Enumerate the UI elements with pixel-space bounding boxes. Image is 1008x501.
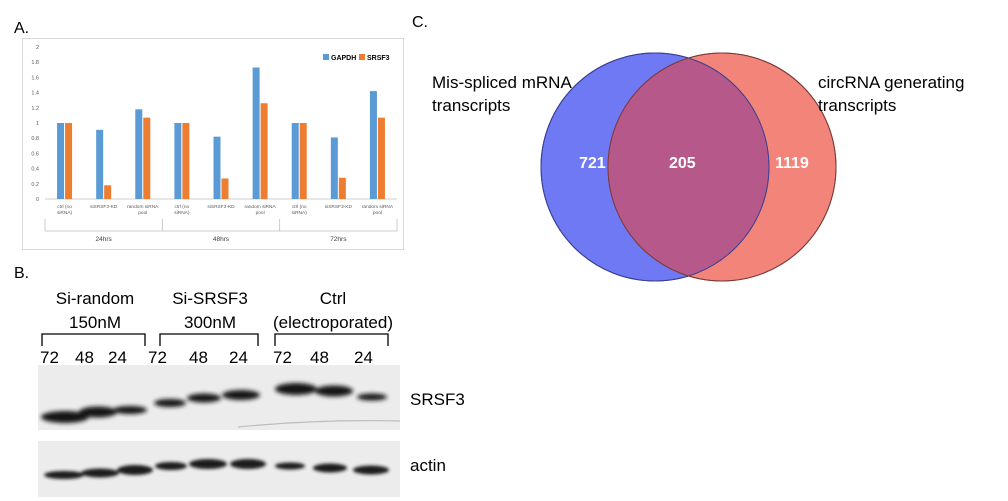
y-tick-label: 0.6 [31, 151, 39, 157]
x-tick-label: siSRSF3-KD [325, 204, 353, 210]
legend-label-srsf3: SRSF3 [367, 55, 390, 62]
label-line2: transcripts [432, 96, 511, 115]
y-tick-label: 0.8 [31, 136, 39, 142]
bar-gapdh [330, 137, 338, 199]
x-tick-label: ctrl (no siRNA) [174, 204, 190, 216]
group-line1: Si-random [55, 289, 135, 308]
venn-left-set-label: Mis-spliced mRNA transcripts [432, 72, 572, 116]
x-tick-label: siSRSF3-KD [207, 204, 235, 210]
group-label-si-random: Si-random 150nM [40, 288, 150, 333]
y-tick-label: 0.2 [31, 182, 39, 188]
group-label: 24hrs [96, 236, 113, 243]
y-tick-label: 1.2 [31, 106, 39, 112]
lane-number: 24 [354, 348, 373, 367]
bar-gapdh [252, 67, 260, 199]
group-line2: 150nM [69, 313, 121, 332]
lane-number: 48 [310, 348, 329, 367]
legend-label-gapdh: GAPDH [331, 55, 356, 62]
lane-number: 72 [273, 348, 292, 367]
y-tick-label: 1.8 [31, 60, 39, 66]
band-label-srsf3: SRSF3 [410, 390, 465, 409]
group-label-ctrl: Ctrl (electroporated) [262, 288, 404, 333]
bars [57, 67, 385, 199]
bar-srsf3 [260, 103, 268, 199]
group-line1: Ctrl [319, 289, 347, 308]
panel-a-label: A. [14, 20, 30, 37]
bar-gapdh [213, 136, 221, 199]
group-label: 72hrs [330, 236, 347, 243]
label-line1: circRNA generating [818, 73, 965, 92]
group-labels: 24hrs 48hrs 72hrs [44, 219, 398, 243]
x-tick-label: ctrl (no siRNA) [57, 204, 73, 216]
bar-gapdh [135, 109, 143, 199]
lane-number: 72 [148, 348, 167, 367]
bar-srsf3 [143, 117, 151, 199]
lane-number: 48 [75, 348, 94, 367]
group-label-si-srsf3: Si-SRSF3 300nM [155, 288, 265, 333]
y-tick-label: 1.6 [31, 75, 39, 81]
bar-gapdh [291, 123, 299, 199]
bar-srsf3 [299, 123, 307, 199]
group-line1: Si-SRSF3 [172, 289, 248, 308]
lane-number: 24 [229, 348, 248, 367]
western-blot [38, 365, 400, 497]
bar-gapdh [174, 123, 182, 199]
bar-srsf3 [182, 123, 190, 199]
y-tick-label: 2 [36, 45, 39, 51]
group-line2: 300nM [184, 313, 236, 332]
y-tick-label: 0 [36, 197, 39, 203]
bar-gapdh [57, 123, 65, 199]
bar-srsf3 [104, 185, 112, 199]
legend-swatch-gapdh [323, 54, 329, 60]
bar-gapdh [96, 129, 104, 199]
venn-left-count: 721 [579, 155, 606, 172]
lane-group-brackets [41, 333, 389, 346]
bar-gapdh [369, 91, 377, 199]
panel-a-bar-chart: 0 0.2 0.4 0.6 0.8 1 1.2 1.4 1.6 1.8 2 ctrl (no siRN… [22, 38, 404, 250]
panel-c-label: C. [412, 14, 428, 31]
y-tick-label: 1.4 [31, 91, 39, 97]
bar-srsf3 [377, 117, 385, 199]
venn-overlap-region [608, 53, 769, 281]
venn-diagram: 721 205 1119 [540, 52, 837, 282]
venn-right-count: 1119 [775, 155, 809, 172]
group-line2: (electroporated) [272, 313, 393, 332]
label-line1: Mis-spliced mRNA [432, 73, 572, 92]
lane-number: 48 [189, 348, 208, 367]
x-tick-label: random siRNA pool [362, 204, 394, 216]
legend: GAPDH SRSF3 [323, 54, 390, 62]
bar-srsf3 [338, 177, 346, 199]
group-label: 48hrs [213, 236, 230, 243]
label-line2: transcripts [818, 96, 897, 115]
bar-srsf3 [65, 123, 73, 199]
panel-b-label: B. [14, 265, 30, 282]
y-tick-label: 1 [36, 121, 39, 127]
bar-srsf3 [221, 178, 229, 199]
x-tick-label: ctrl (no siRNA) [292, 204, 308, 216]
x-tick-label: siSRSF3-KD [90, 204, 118, 210]
legend-swatch-srsf3 [359, 54, 365, 60]
venn-right-set-label: circRNA generating transcripts [818, 72, 964, 116]
lane-number: 24 [108, 348, 127, 367]
x-tick-label: random siRNA pool [127, 204, 159, 216]
x-tick-label: random siRNA pool [245, 204, 277, 216]
lane-number: 72 [40, 348, 59, 367]
x-tick-labels: ctrl (no siRNA) siSRSF3-KD random siRNA pool… [57, 204, 394, 216]
venn-overlap-count: 205 [669, 155, 696, 172]
band-label-actin: actin [410, 456, 446, 475]
y-tick-label: 0.4 [31, 167, 39, 173]
y-axis: 0 0.2 0.4 0.6 0.8 1 1.2 1.4 1.6 1.8 2 [31, 45, 397, 203]
